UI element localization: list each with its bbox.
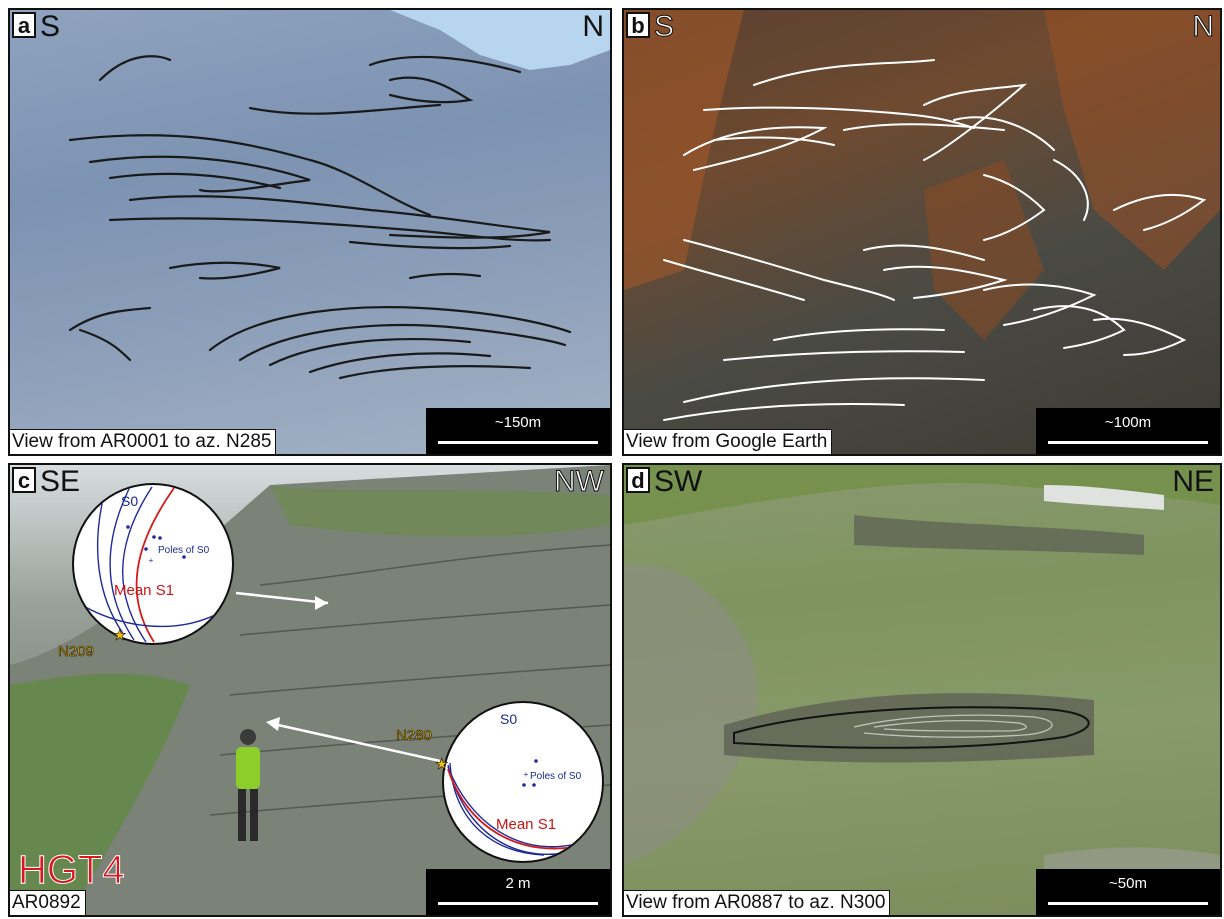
scale-label-c: 2 m <box>505 875 531 892</box>
fold-traces-a <box>68 10 610 380</box>
direction-south-label: S <box>653 10 675 44</box>
scale-label-b: ~100m <box>1104 414 1152 431</box>
view-caption-a: View from AR0001 to az. N285 <box>10 429 277 454</box>
site-caption-c: AR0892 <box>10 890 86 915</box>
direction-southwest-label: SW <box>654 465 703 498</box>
strike-star-icon: ★ <box>113 627 127 645</box>
stereonet-upper: + S0 Poles of S0 Mean S1 <box>72 483 234 645</box>
scale-bar-a: ~150m <box>426 408 610 454</box>
person-figure <box>236 729 260 841</box>
direction-southeast-label: SE <box>40 465 81 498</box>
fold-traces-b <box>624 10 1220 421</box>
mean-s1-label-lower: Mean S1 <box>496 816 557 833</box>
scale-bar-d: ~50m <box>1036 869 1220 915</box>
strike-label-lower: N280 <box>396 727 432 745</box>
view-caption-d: View from AR0887 to az. N300 <box>624 890 891 915</box>
scale-bar-c: 2 m <box>426 869 610 915</box>
strike-label-upper: N209 <box>58 643 94 661</box>
strike-star-icon: ★ <box>435 756 449 774</box>
direction-northeast-label: NE <box>1172 465 1214 498</box>
view-caption-b: View from Google Earth <box>624 429 833 454</box>
scale-label-a: ~150m <box>494 414 542 431</box>
direction-northwest-label: NW <box>554 465 605 499</box>
s0-label-upper: S0 <box>121 493 139 509</box>
direction-north-label: N <box>1192 10 1215 44</box>
scale-line-b <box>1048 441 1208 444</box>
poles-label-lower: Poles of S0 <box>530 771 582 782</box>
panel-b-photo: b S N View from Google Earth ~100m <box>622 8 1222 456</box>
panel-d-photo: d SW NE View from AR0887 to az. N300 ~50… <box>622 463 1222 917</box>
panel-letter-c: c <box>12 467 36 493</box>
scale-line-a <box>438 441 598 444</box>
stereonet-lower: + S0 Poles of S0 Mean S1 <box>442 701 604 863</box>
panel-letter-a: a <box>12 12 36 38</box>
svg-text:+: + <box>524 770 529 779</box>
panel-letter-b: b <box>626 12 650 38</box>
panel-a-photo: a S N View from AR0001 to az. N285 ~150m <box>8 8 612 456</box>
scale-line-d <box>1048 902 1208 905</box>
mean-s1-label-upper: Mean S1 <box>114 582 175 599</box>
direction-south-label: S <box>40 10 61 43</box>
scale-label-d: ~50m <box>1109 875 1147 892</box>
scale-line-c <box>438 902 598 905</box>
sky-a <box>390 10 610 70</box>
panel-c-photo: + S0 Poles of S0 Mean S1 ★ N209 + S0 Pol… <box>8 463 612 917</box>
hillside-d <box>624 465 1220 915</box>
poles-label-upper: Poles of S0 <box>158 545 210 556</box>
scale-bar-b: ~100m <box>1036 408 1220 454</box>
hgt-label: HGT4 <box>18 848 126 892</box>
direction-north-label: N <box>582 10 604 43</box>
panel-letter-d: d <box>626 467 650 493</box>
s0-label-lower: S0 <box>500 711 518 727</box>
svg-text:+: + <box>149 556 154 565</box>
